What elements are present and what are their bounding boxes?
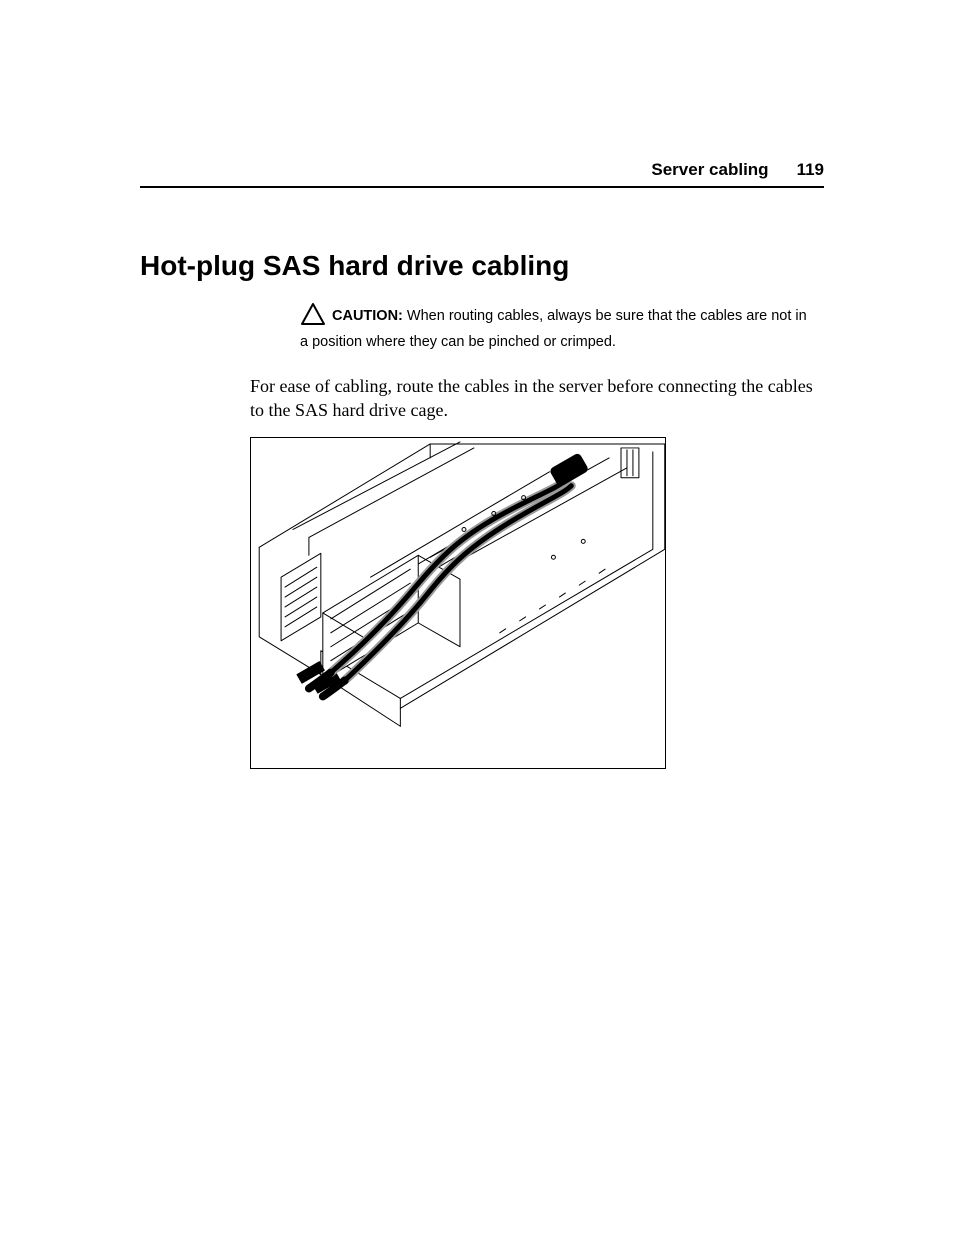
- page: Server cabling 119 Hot-plug SAS hard dri…: [0, 0, 954, 1235]
- caution-label: CAUTION:: [332, 308, 403, 324]
- running-header: Server cabling 119: [140, 160, 824, 180]
- header-rule: [140, 186, 824, 188]
- section-heading: Hot-plug SAS hard drive cabling: [140, 250, 824, 282]
- content-area: Hot-plug SAS hard drive cabling CAUTION:…: [140, 250, 824, 769]
- caution-block: CAUTION: When routing cables, always be …: [300, 302, 814, 352]
- header-section-title: Server cabling: [651, 160, 768, 180]
- header-page-number: 119: [797, 160, 824, 180]
- caution-triangle-icon: [300, 302, 326, 333]
- figure-server-cabling: [250, 437, 666, 769]
- body-paragraph: For ease of cabling, route the cables in…: [250, 374, 824, 423]
